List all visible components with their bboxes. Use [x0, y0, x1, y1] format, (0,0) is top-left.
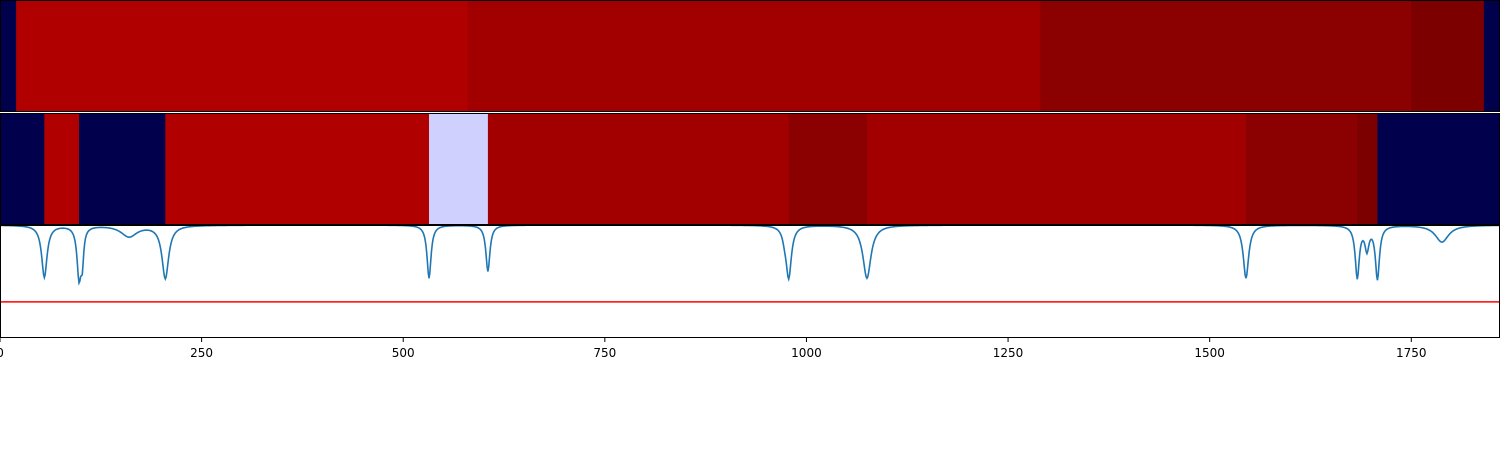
heatmap-cell: [487, 113, 790, 225]
x-tick-label: 1750: [1396, 346, 1427, 360]
heatmap-cell: [866, 113, 1247, 225]
x-tick-label: 750: [593, 346, 616, 360]
signal-panel-background: [0, 225, 1500, 338]
heatmap-cell: [0, 113, 45, 225]
x-tick-label: 1000: [791, 346, 822, 360]
x-tick-label: 1500: [1194, 346, 1225, 360]
x-tick-label: 0: [0, 346, 4, 360]
heatmap-cell: [1357, 113, 1378, 225]
signal-panel: [0, 225, 1500, 338]
x-tick-label: 500: [392, 346, 415, 360]
heatmap-cell: [1483, 0, 1500, 112]
heatmap-cell: [1040, 0, 1412, 112]
heatmap-cell: [16, 0, 469, 112]
heatmap-row-top: [0, 0, 1500, 112]
heatmap-cell: [467, 0, 1041, 112]
heatmap-cell: [165, 113, 430, 225]
x-tick-label: 250: [190, 346, 213, 360]
heatmap-cell: [788, 113, 868, 225]
heatmap-cell: [1411, 0, 1485, 112]
heatmap-cell: [79, 113, 166, 225]
heatmap-row-bottom: [0, 113, 1500, 225]
heatmap-cell: [0, 0, 17, 112]
heatmap-cell: [429, 113, 489, 225]
heatmap-cell: [1377, 113, 1500, 225]
x-tick-label: 1250: [993, 346, 1024, 360]
x-axis: 0 250 500 750 1000 1250 1500 1750: [0, 338, 1427, 360]
heatmap-cell: [44, 113, 80, 225]
heatmap-cell: [1245, 113, 1358, 225]
